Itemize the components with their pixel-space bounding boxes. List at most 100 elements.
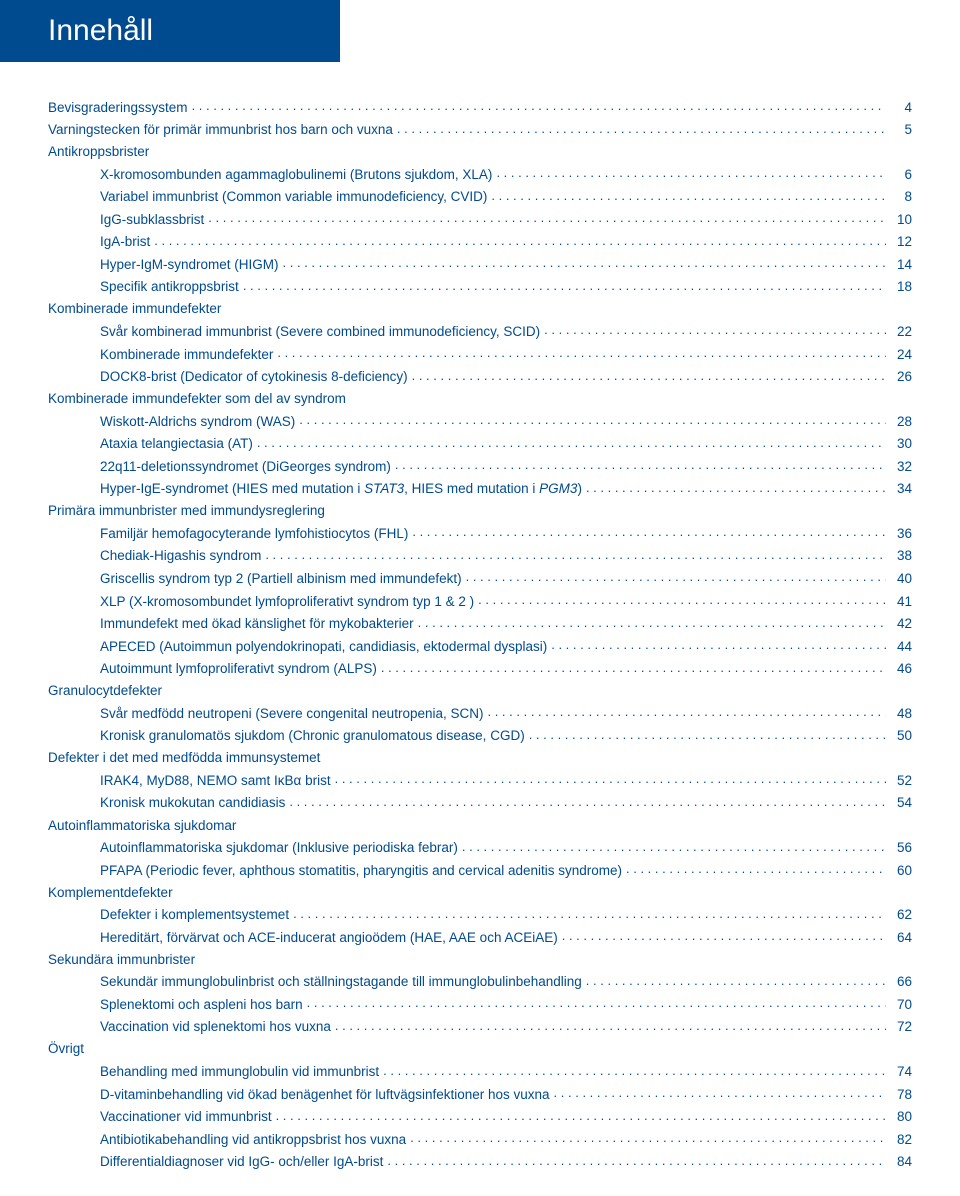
toc-leader [412, 368, 886, 382]
toc-label[interactable]: Specifik antikroppsbrist [100, 278, 239, 296]
toc-item: Autoimmunt lymfoproliferativt syndrom (A… [48, 660, 912, 678]
toc-leader [289, 794, 886, 808]
toc-item: Vaccinationer vid immunbrist 80 [48, 1108, 912, 1126]
toc-page: 40 [890, 570, 912, 588]
toc-page: 42 [890, 615, 912, 633]
toc-section: Primära immunbrister med immundysregleri… [48, 502, 912, 520]
toc-label[interactable]: 22q11-deletionssyndromet (DiGeorges synd… [100, 458, 391, 476]
toc-label[interactable]: D-vitaminbehandling vid ökad benägenhet … [100, 1086, 550, 1104]
toc-section: Kombinerade immundefekter som del av syn… [48, 390, 912, 408]
toc-label[interactable]: Ataxia telangiectasia (AT) [100, 435, 253, 453]
toc-label[interactable]: Defekter i komplementsystemet [100, 906, 289, 924]
toc-item: Bevisgraderingssystem 4 [48, 98, 912, 116]
toc-section: Övrigt [48, 1040, 912, 1058]
toc-label[interactable]: Hyper-IgM-syndromet (HIGM) [100, 256, 279, 274]
toc-label[interactable]: Varningstecken för primär immunbrist hos… [48, 121, 393, 139]
toc-item: IgG-subklassbrist10 [48, 210, 912, 228]
toc-label[interactable]: IgG-subklassbrist [100, 211, 204, 229]
toc-label[interactable]: Vaccination vid splenektomi hos vuxna [100, 1018, 331, 1036]
toc-leader [487, 704, 886, 718]
toc-item: Ataxia telangiectasia (AT)30 [48, 435, 912, 453]
toc-label[interactable]: Griscellis syndrom typ 2 (Partiell albin… [100, 570, 462, 588]
toc-label[interactable]: Hyper-IgE-syndromet (HIES med mutation i… [100, 480, 582, 498]
toc-item: XLP (X-kromosombundet lymfoproliferativt… [48, 592, 912, 610]
toc-leader [299, 412, 886, 426]
toc-leader [586, 973, 886, 987]
toc-page: 41 [890, 593, 912, 611]
toc-label[interactable]: Bevisgraderingssystem [48, 99, 188, 117]
toc-label[interactable]: Immundefekt med ökad känslighet för myko… [100, 615, 414, 633]
toc-item: Autoinflammatoriska sjukdomar (Inklusive… [48, 839, 912, 857]
toc-label[interactable]: IRAK4, MyD88, NEMO samt IκBα brist [100, 772, 331, 790]
toc-item: Vaccination vid splenektomi hos vuxna72 [48, 1018, 912, 1036]
toc-label[interactable]: DOCK8-brist (Dedicator of cytokinesis 8-… [100, 368, 408, 386]
toc-leader [562, 928, 886, 942]
toc-label[interactable]: Differentialdiagnoser vid IgG- och/eller… [100, 1153, 383, 1171]
toc-label[interactable]: Kombinerade immundefekter [100, 346, 273, 364]
toc-item: APECED (Autoimmun polyendokrinopati, can… [48, 637, 912, 655]
toc-label[interactable]: Chediak-Higashis syndrom [100, 547, 261, 565]
toc-label[interactable]: Behandling med immunglobulin vid immunbr… [100, 1063, 379, 1081]
toc-label[interactable]: Vaccinationer vid immunbrist [100, 1108, 272, 1126]
toc-item: Behandling med immunglobulin vid immunbr… [48, 1063, 912, 1081]
toc-label[interactable]: Antibiotikabehandling vid antikroppsbris… [100, 1131, 406, 1149]
toc-label[interactable]: PFAPA (Periodic fever, aphthous stomatit… [100, 862, 622, 880]
toc-label: Kombinerade immundefekter som del av syn… [48, 390, 346, 408]
toc-label[interactable]: Kronisk mukokutan candidiasis [100, 794, 285, 812]
toc-item: Familjär hemofagocyterande lymfohistiocy… [48, 524, 912, 542]
toc-label[interactable]: Familjär hemofagocyterande lymfohistiocy… [100, 525, 408, 543]
toc-label[interactable]: Variabel immunbrist (Common variable imm… [100, 188, 487, 206]
toc-item: 22q11-deletionssyndromet (DiGeorges synd… [48, 457, 912, 475]
toc-label[interactable]: IgA-brist [100, 233, 150, 251]
toc-leader [276, 1108, 886, 1122]
toc-label[interactable]: Wiskott-Aldrichs syndrom (WAS) [100, 413, 295, 431]
toc-page: 80 [890, 1108, 912, 1126]
toc-page: 44 [890, 638, 912, 656]
toc-page: 36 [890, 525, 912, 543]
toc-label[interactable]: Sekundär immunglobulinbrist och ställnin… [100, 973, 582, 991]
toc-item: Svår medfödd neutropeni (Severe congenit… [48, 704, 912, 722]
toc-section: Sekundära immunbrister [48, 951, 912, 969]
toc-item: Hyper-IgM-syndromet (HIGM) 14 [48, 255, 912, 273]
toc-label[interactable]: Hereditärt, förvärvat och ACE-inducerat … [100, 929, 558, 947]
toc-leader [466, 569, 886, 583]
toc-item: Sekundär immunglobulinbrist och ställnin… [48, 973, 912, 991]
toc-leader [412, 524, 886, 538]
toc-label[interactable]: Splenektomi och aspleni hos barn [100, 996, 303, 1014]
toc-page: 5 [890, 121, 912, 139]
toc-label[interactable]: XLP (X-kromosombundet lymfoproliferativt… [100, 593, 474, 611]
toc-label[interactable]: X-kromosombunden agammaglobulinemi (Brut… [100, 166, 492, 184]
toc-page: 82 [890, 1131, 912, 1149]
toc-page: 24 [890, 346, 912, 364]
toc-item: Varningstecken för primär immunbrist hos… [48, 121, 912, 139]
toc-item: Wiskott-Aldrichs syndrom (WAS)28 [48, 412, 912, 430]
toc-page: 64 [890, 929, 912, 947]
toc-label[interactable]: Svår medfödd neutropeni (Severe congenit… [100, 705, 483, 723]
toc-item: Immundefekt med ökad känslighet för myko… [48, 615, 912, 633]
toc-item: Kronisk mukokutan candidiasis54 [48, 794, 912, 812]
toc-leader [277, 345, 886, 359]
toc-label[interactable]: Kronisk granulomatös sjukdom (Chronic gr… [100, 727, 525, 745]
toc-label: Granulocytdefekter [48, 682, 162, 700]
toc-page: 48 [890, 705, 912, 723]
toc-label[interactable]: Autoimmunt lymfoproliferativt syndrom (A… [100, 660, 377, 678]
toc-section: Granulocytdefekter [48, 682, 912, 700]
toc-leader [529, 727, 886, 741]
toc-item: Splenektomi och aspleni hos barn70 [48, 995, 912, 1013]
toc-label[interactable]: Autoinflammatoriska sjukdomar (Inklusive… [100, 839, 458, 857]
toc-leader [496, 165, 886, 179]
toc-item: PFAPA (Periodic fever, aphthous stomatit… [48, 861, 912, 879]
toc-item: Hereditärt, förvärvat och ACE-inducerat … [48, 928, 912, 946]
toc-page: 4 [890, 99, 912, 117]
toc-item: Specifik antikroppsbrist18 [48, 278, 912, 296]
toc-item: Chediak-Higashis syndrom38 [48, 547, 912, 565]
toc-page: 14 [890, 256, 912, 274]
toc-leader [335, 771, 886, 785]
toc-label: Autoinflammatoriska sjukdomar [48, 817, 236, 835]
toc-label[interactable]: APECED (Autoimmun polyendokrinopati, can… [100, 638, 547, 656]
toc-item: Differentialdiagnoser vid IgG- och/eller… [48, 1153, 912, 1171]
toc-page: 46 [890, 660, 912, 678]
toc-leader [551, 637, 886, 651]
toc-label[interactable]: Svår kombinerad immunbrist (Severe combi… [100, 323, 540, 341]
toc-leader [208, 210, 886, 224]
